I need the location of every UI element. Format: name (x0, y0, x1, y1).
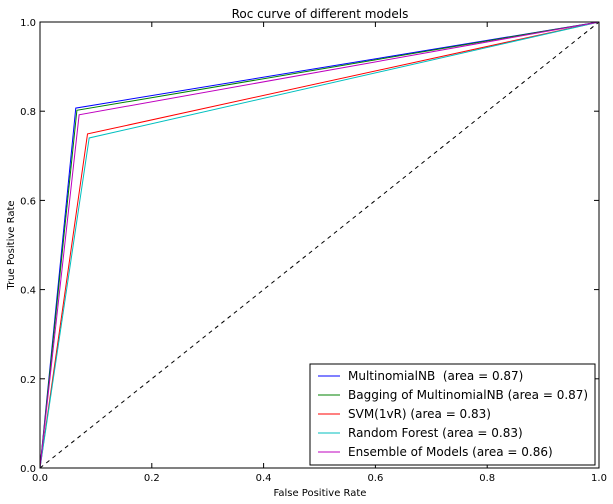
y-tick-label: 0.0 (20, 464, 36, 475)
x-axis-label: False Positive Rate (274, 488, 367, 499)
legend-box (309, 363, 596, 466)
series-line-1 (39, 21, 600, 469)
y-tick-label: 1.0 (20, 18, 36, 29)
legend: MultinomialNB (area = 0.87) Bagging of Mu… (309, 363, 596, 466)
legend-label-0: MultinomialNB (area = 0.87) (348, 369, 523, 383)
legend-label-1: Bagging of MultinomialNB (area = 0.87) (348, 388, 588, 402)
y-tick-label: 0.4 (20, 286, 36, 297)
series-line-4 (39, 21, 600, 469)
x-tick-label: 0.8 (479, 473, 495, 484)
legend-label-2: SVM(1vR) (area = 0.83) (348, 407, 491, 421)
series-line-3 (39, 21, 600, 469)
legend-label-4: Ensemble of Models (area = 0.86) (348, 445, 553, 459)
y-tick-label: 0.2 (20, 375, 36, 386)
x-tick-label: 1.0 (591, 473, 607, 484)
y-tick-label: 0.8 (20, 107, 36, 118)
y-axis-label: True Positive Rate (6, 200, 17, 290)
plot-frame (39, 21, 600, 469)
y-tick-label: 0.6 (20, 196, 36, 207)
x-tick-label: 0.0 (32, 473, 48, 484)
x-tick-label: 0.4 (256, 473, 272, 484)
chart-title: Roc curve of different models (232, 7, 409, 21)
x-tick-label: 0.6 (367, 473, 383, 484)
legend-label-3: Random Forest (area = 0.83) (348, 426, 523, 440)
x-tick-label: 0.2 (144, 473, 160, 484)
diagonal-reference-line (39, 21, 600, 469)
series-line-2 (39, 21, 600, 469)
